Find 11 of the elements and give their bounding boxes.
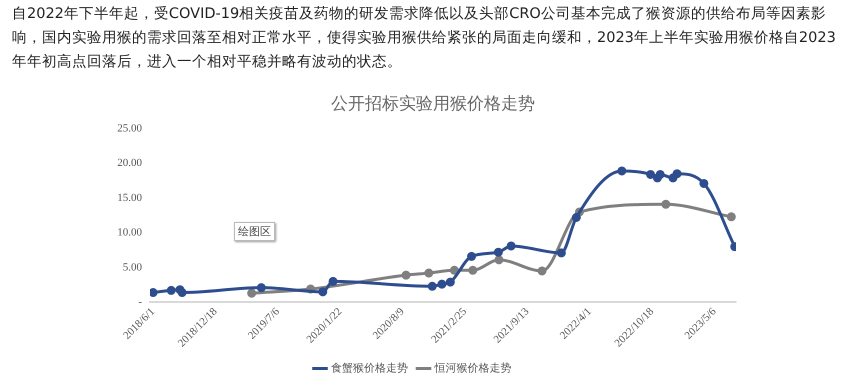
y-tick-label: 25.00 — [117, 122, 142, 134]
y-tick-label: 10.00 — [117, 226, 142, 239]
y-tick-label: 15.00 — [117, 192, 142, 204]
text: 自2022年下半年起，受COVID-19相关疫苗及药物的研发需求降低以及头部CRO公司基本完成了猴资源的供给布局等因素影响，国内实验用猴的需求回落至相对正常水平，使得实验用猴供给紧张的局面走向缓和，2023年上半年实验用猴价格自2023年年初高点回落后，进入一个相对平稳并略有波动的状态。 — [12, 4, 837, 72]
y-tick-label: 5.00 — [122, 261, 142, 274]
annotation: 绘图区 — [234, 222, 275, 241]
legend-label: 恒河猴价格走势 — [434, 361, 512, 374]
y-tick-label: - — [138, 296, 142, 308]
y-tick-label: 20.00 — [117, 157, 142, 170]
legend-label: 食蟹猴价格走势 — [331, 361, 408, 374]
chart-title: 公开招标实验用猴价格走势 — [330, 93, 536, 115]
